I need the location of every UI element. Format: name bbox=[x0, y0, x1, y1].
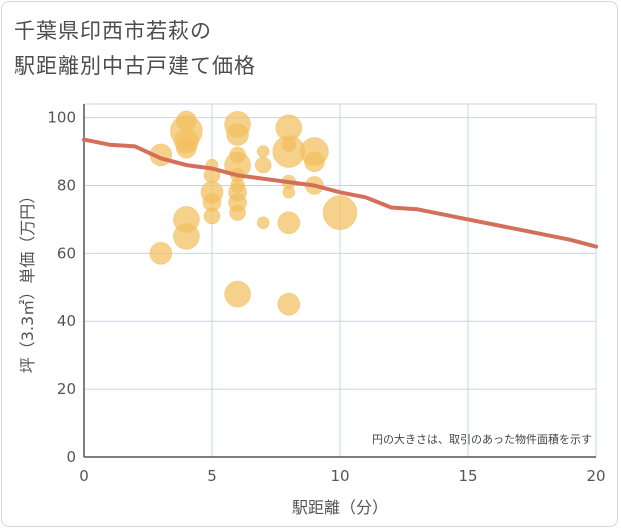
data-bubble bbox=[149, 242, 173, 265]
y-tick-label: 40 bbox=[57, 312, 76, 330]
data-bubble bbox=[229, 146, 246, 164]
data-bubble bbox=[277, 293, 301, 316]
data-bubble bbox=[282, 186, 296, 199]
size-legend-note: 円の大きさは、取引のあった物件面積を示す bbox=[372, 432, 592, 446]
data-bubble bbox=[275, 114, 303, 142]
data-bubble bbox=[277, 211, 301, 235]
data-bubble bbox=[256, 216, 270, 230]
data-bubble bbox=[304, 151, 325, 172]
y-tick-label: 20 bbox=[57, 380, 76, 398]
data-bubble bbox=[173, 223, 200, 250]
data-bubble bbox=[176, 137, 197, 159]
data-bubble bbox=[226, 123, 249, 146]
data-bubble bbox=[281, 137, 297, 152]
x-axis-label: 駅距離（分） bbox=[292, 498, 388, 517]
data-bubble bbox=[176, 110, 197, 132]
title-line-1: 千葉県印西市若萩の bbox=[14, 19, 212, 43]
data-bubble bbox=[203, 207, 221, 225]
data-bubble bbox=[229, 204, 246, 221]
title-line-2: 駅距離別中古戸建て価格 bbox=[14, 54, 256, 78]
y-tick-label: 100 bbox=[47, 109, 76, 127]
y-axis-label: 坪（3.3㎡）単価（万円） bbox=[18, 188, 37, 373]
x-tick-label: 5 bbox=[207, 467, 217, 485]
x-tick-label: 20 bbox=[586, 467, 605, 485]
data-bubble bbox=[322, 195, 358, 230]
y-tick-label: 0 bbox=[66, 448, 76, 466]
y-tick-label: 60 bbox=[57, 244, 76, 262]
data-bubble bbox=[256, 145, 270, 158]
data-bubble bbox=[230, 178, 245, 193]
trend-line bbox=[82, 137, 598, 249]
x-tick-label: 10 bbox=[330, 467, 349, 485]
x-tick-label: 15 bbox=[458, 467, 477, 485]
chart-title: 千葉県印西市若萩の 駅距離別中古戸建て価格 bbox=[14, 14, 256, 84]
x-tick-label: 0 bbox=[79, 467, 89, 485]
data-bubble bbox=[254, 156, 272, 174]
data-bubble bbox=[224, 280, 251, 308]
y-tick-label: 80 bbox=[57, 176, 76, 194]
